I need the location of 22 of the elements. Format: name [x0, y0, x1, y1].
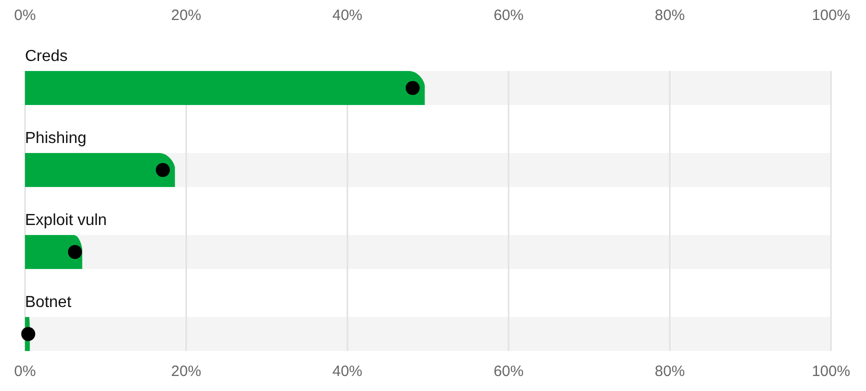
- y-tick-label: Phishing: [25, 130, 86, 147]
- x-tick-label: 20%: [171, 7, 202, 24]
- x2-tick-label: 40%: [332, 363, 362, 380]
- x-tick-label: 40%: [332, 7, 362, 24]
- x-tick-label: 60%: [494, 7, 524, 24]
- point: [21, 327, 36, 341]
- x2-tick-label: 100%: [812, 363, 850, 380]
- x-tick-label: 0%: [14, 7, 36, 24]
- bar: [25, 235, 82, 269]
- x2-tick-label: 0%: [14, 363, 36, 380]
- point: [406, 81, 420, 95]
- x2-tick-label: 80%: [654, 363, 685, 380]
- x-tick-label: 80%: [654, 7, 685, 24]
- bar: [25, 153, 175, 187]
- x2-tick-label: 60%: [494, 363, 524, 380]
- point: [156, 163, 170, 177]
- x2-tick-label: 20%: [171, 363, 202, 380]
- y-tick-label: Botnet: [25, 294, 72, 311]
- x-tick-label: 100%: [812, 7, 850, 24]
- y-tick-label: Creds: [25, 48, 68, 65]
- point: [68, 245, 82, 259]
- y-tick-label: Exploit vuln: [25, 212, 107, 229]
